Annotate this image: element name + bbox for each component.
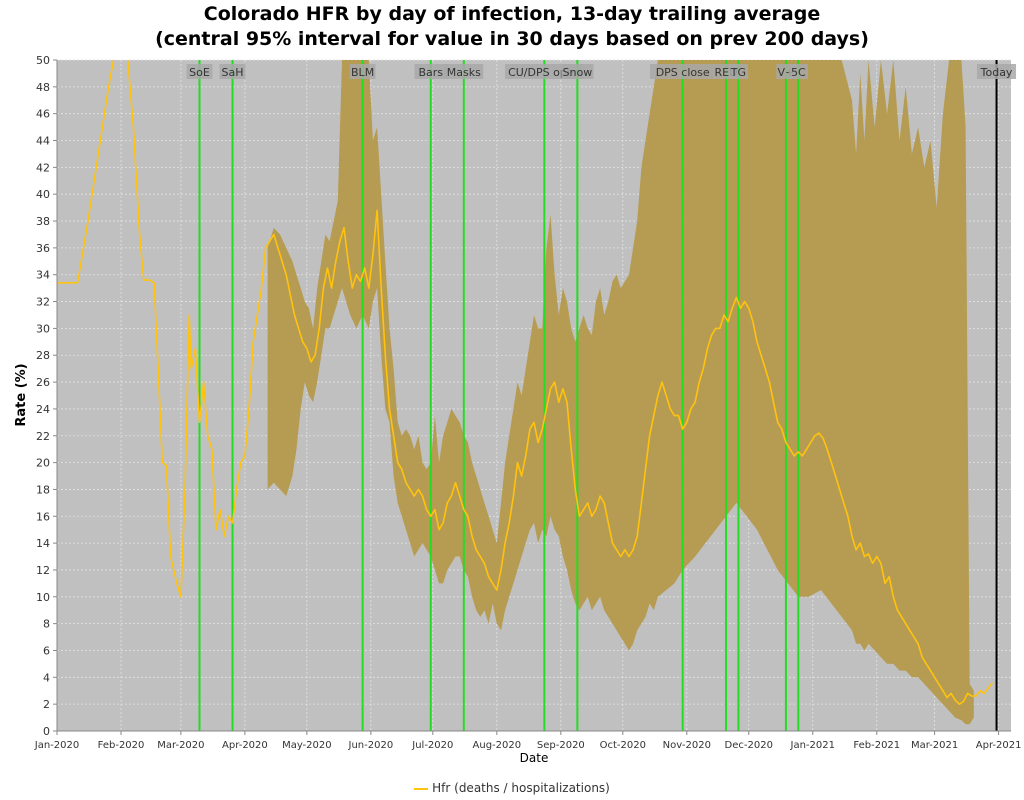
- y-tick-label: 40: [36, 188, 50, 201]
- event-label: SaH: [222, 66, 244, 79]
- x-tick-label: Aug-2020: [473, 740, 522, 751]
- hfr-series-line: [57, 60, 994, 705]
- y-tick-label: 14: [36, 537, 50, 550]
- x-tick-label: Oct-2020: [600, 740, 646, 751]
- y-tick-label: 18: [36, 483, 50, 496]
- event-label-box: [414, 64, 447, 79]
- event-label: Bars: [418, 66, 443, 79]
- x-tick-label: Jun-2020: [348, 740, 394, 751]
- y-tick-label: 28: [36, 349, 50, 362]
- chart-title: Colorado HFR by day of infection, 13-day…: [203, 3, 821, 25]
- x-tick-label: Sep-2020: [537, 740, 585, 751]
- event-label-box: [186, 64, 213, 79]
- y-tick-label: 48: [36, 81, 50, 94]
- y-tick-label: 10: [36, 591, 50, 604]
- y-tick-label: 16: [36, 510, 50, 523]
- event-label-box: [728, 64, 749, 79]
- x-tick-label: Apr-2021: [976, 740, 1022, 751]
- x-tick-label: Feb-2020: [98, 740, 145, 751]
- legend-swatch: [414, 787, 429, 790]
- x-tick-label: Feb-2021: [853, 740, 900, 751]
- event-label-box: [977, 64, 1017, 79]
- y-tick-label: 50: [36, 54, 50, 67]
- y-tick-label: 0: [43, 725, 50, 738]
- y-tick-label: 44: [36, 135, 50, 148]
- confidence-band: [267, 60, 974, 725]
- y-tick-label: 6: [43, 644, 50, 657]
- y-tick-label: 30: [36, 322, 50, 335]
- event-label: TG: [730, 66, 746, 79]
- legend: Hfr (deaths / hospitalizations): [0, 781, 1024, 795]
- x-tick-label: Jan-2020: [34, 740, 79, 751]
- y-tick-label: 46: [36, 108, 50, 121]
- event-label: Snow: [563, 66, 593, 79]
- y-tick-label: 32: [36, 296, 50, 309]
- event-label: BLM: [351, 66, 374, 79]
- event-label-box: [561, 64, 594, 79]
- y-axis-title: Rate (%): [14, 363, 29, 426]
- event-label-box: [649, 64, 716, 79]
- event-label: DPS close: [656, 66, 710, 79]
- x-tick-label: Jan-2021: [790, 740, 835, 751]
- x-tick-label: Nov-2020: [663, 740, 711, 751]
- x-tick-label: Dec-2020: [725, 740, 773, 751]
- y-tick-label: 36: [36, 242, 50, 255]
- y-tick-label: 42: [36, 161, 50, 174]
- y-tick-label: 38: [36, 215, 50, 228]
- y-tick-label: 34: [36, 269, 50, 282]
- y-tick-label: 2: [43, 698, 50, 711]
- event-label-box: [788, 64, 808, 79]
- chart-subtitle: (central 95% interval for value in 30 da…: [155, 28, 869, 50]
- event-label: Today: [980, 66, 1013, 79]
- event-label: Masks: [447, 66, 481, 79]
- event-label: 5C: [791, 66, 806, 79]
- y-tick-label: 20: [36, 457, 50, 470]
- x-axis-title: Date: [520, 751, 549, 765]
- x-tick-label: May-2020: [282, 740, 332, 751]
- y-tick-label: 24: [36, 403, 50, 416]
- x-tick-label: Apr-2020: [222, 740, 268, 751]
- y-tick-label: 8: [43, 618, 50, 631]
- y-tick-label: 4: [43, 671, 50, 684]
- event-label-box: [444, 64, 484, 79]
- x-tick-label: Mar-2021: [911, 740, 958, 751]
- x-tick-label: Mar-2020: [157, 740, 204, 751]
- event-label-box: [219, 64, 246, 79]
- x-tick-label: Jul-2020: [411, 740, 453, 751]
- event-label: SoE: [189, 66, 210, 79]
- y-tick-label: 12: [36, 564, 50, 577]
- event-label-box: [349, 64, 376, 79]
- legend-label: Hfr (deaths / hospitalizations): [432, 781, 610, 795]
- y-tick-label: 22: [36, 430, 50, 443]
- y-tick-label: 26: [36, 376, 50, 389]
